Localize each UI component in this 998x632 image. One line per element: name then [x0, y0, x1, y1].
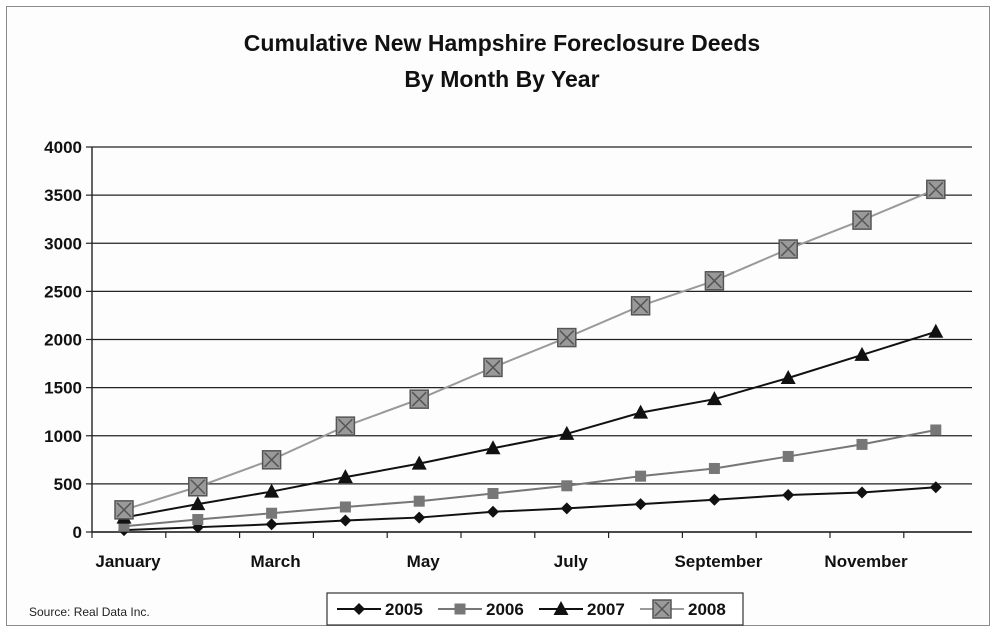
series-2007 — [116, 323, 944, 524]
data-point — [704, 271, 725, 291]
series-line — [123, 428, 936, 528]
data-point — [118, 520, 130, 532]
legend-marker — [353, 603, 365, 615]
y-tick-label: 2500 — [44, 282, 82, 301]
x-tick-label: November — [824, 552, 908, 571]
data-point — [708, 462, 720, 474]
data-point — [559, 425, 575, 440]
data-point — [929, 481, 942, 494]
data-point — [114, 500, 134, 520]
legend-item-2005: 2005 — [337, 600, 423, 619]
x-tick-label: January — [95, 552, 161, 571]
legend-item-2008: 2008 — [640, 599, 726, 619]
series-group — [114, 179, 946, 537]
chart-frame: Cumulative New Hampshire Foreclosure Dee… — [6, 6, 990, 626]
data-point — [339, 514, 352, 527]
y-tick-label: 0 — [73, 523, 82, 542]
legend-item-2007: 2007 — [539, 600, 625, 619]
data-point — [413, 511, 426, 524]
data-point — [706, 391, 722, 406]
data-point — [413, 495, 425, 507]
data-point — [856, 438, 868, 450]
data-point — [778, 239, 798, 259]
data-point — [634, 498, 647, 511]
chart-title: Cumulative New Hampshire Foreclosure Dee… — [244, 30, 760, 56]
y-tick-label: 1000 — [44, 427, 82, 446]
legend: 2005 2006 2007 2008 — [326, 592, 744, 626]
x-tick-label: September — [674, 552, 762, 571]
data-point — [708, 493, 721, 506]
data-point — [561, 480, 573, 492]
data-point — [483, 357, 503, 378]
axes: January March May July September November — [91, 147, 972, 571]
series-2005 — [118, 481, 942, 537]
legend-label: 2005 — [385, 600, 423, 619]
data-point — [265, 518, 278, 531]
data-point — [337, 469, 353, 484]
data-point — [782, 488, 795, 501]
data-point — [339, 501, 351, 513]
series-2008 — [114, 179, 946, 520]
data-point — [780, 370, 796, 384]
x-tick-label: May — [407, 552, 441, 571]
legend-marker — [652, 599, 672, 619]
series-line — [123, 330, 937, 519]
y-tick-label: 1500 — [44, 379, 82, 398]
data-point — [854, 346, 870, 361]
legend-item-2006: 2006 — [438, 600, 524, 619]
x-tick-label: March — [251, 552, 301, 571]
data-point — [487, 488, 499, 499]
line-chart: Cumulative New Hampshire Foreclosure Dee… — [29, 30, 972, 626]
x-tick-label: July — [554, 552, 589, 571]
data-point — [188, 477, 208, 497]
legend-label: 2007 — [587, 600, 625, 619]
source-note: Source: Real Data Inc. — [29, 605, 150, 619]
legend-label: 2006 — [486, 600, 524, 619]
y-tick-label: 3500 — [44, 186, 82, 205]
data-point — [630, 296, 651, 316]
data-point — [852, 210, 872, 230]
data-point — [930, 424, 942, 436]
data-point — [264, 483, 280, 498]
data-point — [560, 502, 573, 515]
legend-marker — [553, 601, 569, 615]
legend-marker — [454, 603, 466, 615]
y-tick-label: 3000 — [44, 234, 82, 253]
data-point — [926, 179, 946, 200]
data-point — [261, 450, 282, 470]
data-point — [557, 327, 577, 348]
data-point — [782, 450, 794, 462]
chart-subtitle: By Month By Year — [404, 66, 599, 92]
data-point — [266, 507, 278, 519]
gridlines: 0 500 1000 1500 2000 2500 3000 3500 4000 — [44, 138, 972, 542]
data-point — [485, 440, 501, 455]
y-tick-label: 4000 — [44, 138, 82, 157]
data-point — [487, 505, 499, 518]
data-point — [633, 404, 649, 419]
series-2006 — [118, 424, 942, 532]
series-line — [123, 486, 936, 532]
data-point — [635, 470, 647, 482]
legend-label: 2008 — [688, 600, 726, 619]
data-point — [411, 455, 427, 470]
data-point — [409, 389, 429, 409]
data-point — [928, 323, 944, 338]
data-point — [190, 496, 206, 511]
data-point — [856, 486, 868, 499]
y-tick-label: 500 — [54, 475, 82, 494]
data-point — [335, 416, 356, 436]
series-line — [123, 188, 937, 511]
data-point — [192, 513, 204, 525]
y-tick-label: 2000 — [44, 331, 82, 350]
